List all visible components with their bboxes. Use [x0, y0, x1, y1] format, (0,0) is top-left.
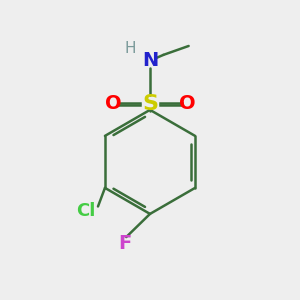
Text: F: F	[118, 234, 131, 253]
Text: S: S	[142, 94, 158, 114]
Text: O: O	[104, 94, 121, 113]
Text: H: H	[125, 41, 136, 56]
Text: Cl: Cl	[76, 202, 96, 220]
Text: N: N	[142, 51, 158, 70]
Text: O: O	[179, 94, 196, 113]
